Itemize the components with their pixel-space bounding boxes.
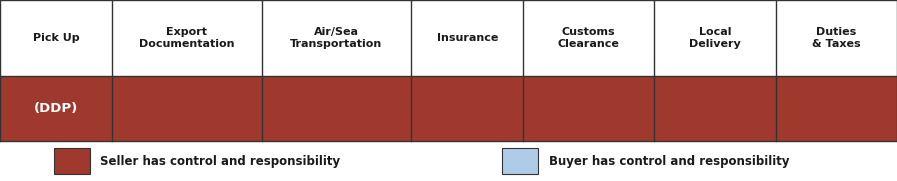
- Text: Buyer has control and responsibility: Buyer has control and responsibility: [549, 155, 789, 168]
- Text: Air/Sea
Transportation: Air/Sea Transportation: [291, 27, 382, 49]
- Bar: [0, 76, 897, 141]
- Text: Duties
& Taxes: Duties & Taxes: [812, 27, 860, 49]
- Text: Customs
Clearance: Customs Clearance: [558, 27, 620, 49]
- Text: Export
Documentation: Export Documentation: [139, 27, 235, 49]
- Text: Local
Delivery: Local Delivery: [689, 27, 741, 49]
- Text: (DDP): (DDP): [34, 102, 78, 115]
- Text: Seller has control and responsibility: Seller has control and responsibility: [100, 155, 341, 168]
- Bar: [502, 148, 538, 174]
- Text: Pick Up: Pick Up: [33, 33, 79, 43]
- Bar: [0, 0, 897, 76]
- Bar: [54, 148, 90, 174]
- Text: Insurance: Insurance: [437, 33, 498, 43]
